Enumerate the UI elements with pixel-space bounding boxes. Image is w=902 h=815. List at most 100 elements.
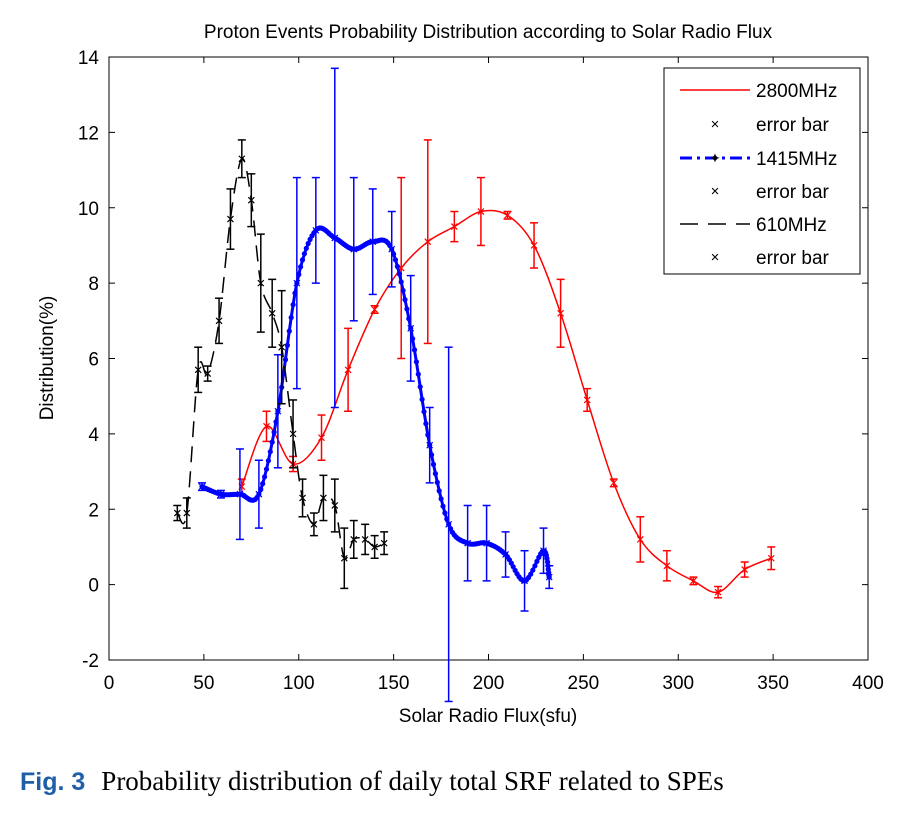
data-point xyxy=(388,245,396,253)
data-point xyxy=(483,539,491,547)
line-marker xyxy=(415,371,421,377)
legend-marker-red: × xyxy=(711,116,720,133)
y-tick-label: 6 xyxy=(88,350,99,371)
x-tick-label: 50 xyxy=(193,673,214,694)
line-marker xyxy=(265,458,271,464)
data-point xyxy=(183,509,191,517)
data-point xyxy=(257,279,265,287)
line-marker xyxy=(438,496,444,502)
line-marker xyxy=(417,384,423,390)
legend-marker-1415mhz: ✦ xyxy=(709,150,721,166)
x-tick-label: 250 xyxy=(568,673,600,694)
data-point xyxy=(557,309,565,317)
line-marker xyxy=(404,306,410,312)
data-point xyxy=(424,238,432,246)
legend-marker-black: × xyxy=(711,249,720,266)
line-marker xyxy=(271,429,277,435)
line-marker xyxy=(394,263,400,270)
x-tick-label: 0 xyxy=(104,673,115,694)
line-marker xyxy=(528,571,534,577)
data-point xyxy=(445,520,453,528)
x-tick-label: 200 xyxy=(473,673,505,694)
x-tick-label: 100 xyxy=(283,673,315,694)
legend-label-1415mhz: 1415MHz xyxy=(756,149,837,170)
data-point xyxy=(741,566,749,573)
x-tick-label: 400 xyxy=(852,673,884,694)
line-marker xyxy=(413,359,419,365)
line-marker xyxy=(260,481,266,487)
x-axis-label: Solar Radio Flux(sfu) xyxy=(399,706,577,727)
data-point xyxy=(312,226,320,234)
data-point xyxy=(350,245,358,253)
line-marker xyxy=(400,287,406,294)
data-point xyxy=(767,554,775,562)
data-point xyxy=(310,520,318,528)
line-marker xyxy=(442,510,448,516)
data-point xyxy=(663,562,671,570)
data-point xyxy=(504,211,511,219)
data-point xyxy=(215,317,223,325)
line-marker xyxy=(432,471,438,477)
data-point xyxy=(238,155,246,163)
data-point xyxy=(583,396,591,404)
figure-caption-text: Probability distribution of daily total … xyxy=(101,766,724,796)
data-point xyxy=(217,490,225,498)
data-point xyxy=(331,234,339,242)
data-point xyxy=(380,539,388,547)
line-marker xyxy=(434,479,440,485)
data-point xyxy=(319,494,327,502)
data-point xyxy=(690,577,697,585)
x-tick-label: 350 xyxy=(757,673,789,694)
line-marker xyxy=(421,409,427,415)
chart-title: Proton Events Probability Distribution a… xyxy=(204,22,773,43)
line-marker xyxy=(305,240,311,247)
data-point xyxy=(426,441,434,449)
data-point xyxy=(247,196,255,204)
line-marker xyxy=(269,439,275,445)
data-point xyxy=(198,483,206,491)
line-marker xyxy=(402,297,408,303)
data-point xyxy=(268,309,276,317)
series-group xyxy=(173,67,776,703)
data-point xyxy=(636,535,644,543)
y-tick-label: -2 xyxy=(82,651,99,672)
y-tick-label: 0 xyxy=(88,576,99,597)
line-marker xyxy=(436,488,442,494)
data-point xyxy=(361,535,369,543)
x-tick-label: 150 xyxy=(378,673,410,694)
line-marker xyxy=(282,357,289,363)
line-marker xyxy=(411,347,418,353)
line-marker xyxy=(392,257,399,263)
data-point xyxy=(502,551,510,558)
data-point xyxy=(236,490,244,498)
data-point xyxy=(371,543,379,551)
line-marker xyxy=(530,567,536,573)
chart: Proton Events Probability Distribution a… xyxy=(37,22,884,727)
line-marker xyxy=(440,503,446,509)
y-tick-label: 12 xyxy=(78,123,99,144)
data-point xyxy=(318,434,325,442)
data-point xyxy=(289,430,297,438)
legend-marker-blue: × xyxy=(711,183,720,200)
legend-label-2800mhz: 2800MHz xyxy=(756,81,837,102)
data-point xyxy=(263,422,270,430)
data-point xyxy=(278,343,286,351)
data-point xyxy=(521,577,528,585)
data-point xyxy=(610,479,618,487)
y-tick-label: 8 xyxy=(88,274,99,295)
legend-box xyxy=(663,67,861,275)
y-tick-label: 4 xyxy=(88,425,99,446)
x-tick-label: 300 xyxy=(662,673,694,694)
data-point xyxy=(299,494,306,502)
data-point xyxy=(227,215,234,223)
line-marker xyxy=(398,279,404,285)
y-axis-label: Distribution(%) xyxy=(37,296,58,421)
data-point xyxy=(371,306,379,313)
data-point xyxy=(530,242,538,249)
data-point xyxy=(450,223,458,231)
line-marker xyxy=(299,257,306,263)
data-point xyxy=(293,279,301,287)
data-point xyxy=(545,573,553,581)
line-marker xyxy=(534,558,540,565)
series-610mhz xyxy=(173,139,389,590)
